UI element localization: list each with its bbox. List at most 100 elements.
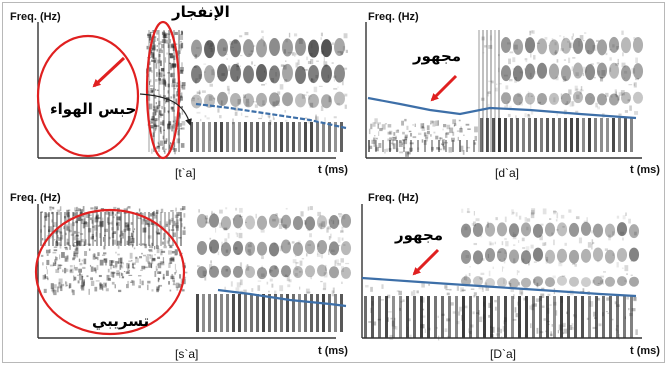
da-prevoicing-noise	[442, 144, 445, 146]
Da-voicing-noise	[518, 282, 521, 286]
Da-voicing-noise	[510, 287, 515, 293]
ta-burst-noise	[149, 81, 151, 85]
Da-vowel-noise	[475, 218, 480, 222]
sa-frication-noise	[73, 252, 77, 257]
da-vowel-noise	[544, 36, 548, 40]
ta-formant-f3	[269, 37, 280, 56]
da-prevoicing-noise	[401, 120, 404, 126]
sa-frication-noise	[155, 230, 158, 234]
sa-frication-noise	[153, 210, 155, 217]
ta-vowel-noise	[327, 74, 329, 79]
da-vowel-noise	[617, 58, 619, 65]
sa-frication-noise	[94, 239, 97, 242]
ta-vowel-noise	[315, 114, 317, 121]
sa-frication-noise	[40, 211, 44, 213]
da-burst	[478, 30, 480, 152]
Da-vowel-noise	[489, 242, 494, 246]
Da-token-label: [D`a]	[490, 347, 517, 361]
ta-vowel-noise	[304, 68, 308, 71]
sa-vowel-noise	[337, 262, 342, 266]
sa-vowel-noise	[307, 229, 311, 232]
Da-vowel-noise	[596, 259, 600, 263]
Da-voicing-noise	[507, 281, 511, 285]
Da-formant-f3	[460, 223, 472, 238]
da-vowel-noise	[488, 44, 493, 49]
Da-voicing-noise	[543, 318, 546, 321]
Da-voicing-noise	[523, 297, 526, 301]
sa-formant-f2	[280, 239, 292, 254]
Da-voicing-noise	[377, 318, 381, 321]
sa-vowel-noise	[260, 229, 265, 233]
ta-burst-striation	[158, 30, 160, 152]
sa-frication-noise	[76, 274, 79, 276]
sa-formant-f2	[328, 241, 340, 256]
sa-frication-noise	[111, 261, 113, 266]
Da-vowel-noise	[518, 240, 520, 243]
Da-voicing-noise	[574, 314, 577, 319]
Da-vowel-noise	[575, 216, 580, 220]
da-formant-f3	[608, 36, 620, 53]
sa-vowel-noise	[269, 278, 273, 282]
sa-vowel-noise	[342, 214, 346, 220]
da-prevoicing-noise	[467, 128, 471, 130]
sa-frication-noise	[114, 284, 116, 289]
ta-vowel-noise	[262, 100, 265, 105]
Da-voicing-noise	[410, 291, 413, 296]
Da-vowel-noise	[608, 234, 611, 241]
Da-formant-f2b	[568, 276, 580, 287]
da-token-label: [d`a]	[495, 166, 520, 180]
sa-frication-noise	[54, 239, 56, 241]
da-prevoicing-noise	[424, 137, 428, 142]
sa-voicing-bar	[280, 294, 283, 332]
sa-frication-noise	[121, 265, 124, 269]
sa-frication-noise	[168, 237, 171, 242]
ta-vowel-noise	[211, 69, 215, 76]
sa-vowel-noise	[284, 274, 288, 277]
sa-frication-noise	[156, 263, 159, 266]
da-voicing-bar	[558, 118, 561, 152]
sa-frication-noise	[52, 251, 57, 254]
ta-burst-noise	[174, 82, 178, 88]
ta-burst-noise	[178, 44, 183, 49]
da-prevoicing-noise	[406, 125, 409, 130]
ta-burst-noise	[159, 114, 162, 118]
sa-frication-noise	[114, 213, 116, 216]
sa-frication-noise	[80, 233, 84, 235]
ta-burst-noise	[155, 147, 159, 150]
sa-frication-noise	[180, 223, 183, 228]
Da-voicing-noise	[481, 287, 484, 293]
da-vowel-noise	[488, 80, 492, 83]
Da-formant-f2	[592, 247, 604, 262]
Da-vowel-noise	[600, 275, 605, 278]
Da-vowel-noise	[587, 242, 592, 248]
sa-vowel-noise	[323, 282, 327, 289]
sa-frication-noise	[137, 215, 139, 219]
sa-vowel-noise	[305, 253, 308, 257]
sa-formant-f3	[340, 213, 352, 228]
sa-frication-noise	[120, 261, 123, 268]
ta-vowel-noise	[273, 117, 275, 121]
ta-vowel-noise	[231, 46, 235, 48]
da-vowel-noise	[559, 35, 562, 37]
Da-voicing-bar	[616, 296, 619, 338]
Da-voicing-noise	[563, 328, 568, 334]
ta-burst-noise	[164, 150, 166, 154]
ta-vowel-noise	[306, 91, 309, 94]
sa-frication-noise	[128, 264, 130, 269]
ta-vowel-noise	[314, 55, 316, 57]
ta-burst-noise	[174, 119, 176, 124]
sa-frication-noise	[52, 262, 57, 266]
ta-burst-noise	[167, 110, 170, 113]
sa-vowel-noise	[266, 281, 269, 285]
ta-burst-noise	[158, 110, 162, 116]
ta-burst-noise	[157, 141, 160, 145]
sa-frication-noise	[55, 257, 58, 261]
sa-vowel-noise	[284, 224, 288, 230]
ta-formant-f2b	[334, 91, 345, 106]
ta-burst-noise	[147, 90, 150, 95]
ta-burst-noise	[180, 127, 185, 130]
Da-voicing-bar	[623, 296, 626, 338]
ta-burst-noise	[159, 126, 162, 132]
sa-frication-noise	[86, 214, 90, 218]
